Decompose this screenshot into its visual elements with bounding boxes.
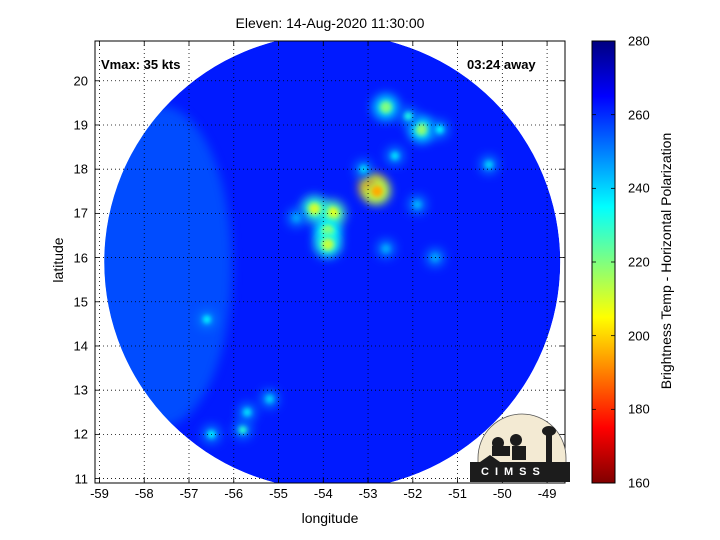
x-tick-label: -49: [537, 486, 557, 501]
brightness-feature: [243, 408, 252, 417]
brightness-feature: [265, 395, 274, 404]
x-tick-label: -52: [403, 486, 423, 501]
y-tick-label: 20: [73, 73, 88, 89]
x-tick-label: -51: [448, 486, 467, 501]
y-tick-label: 14: [73, 338, 88, 354]
colorbar-tick-label: 220: [628, 254, 650, 270]
brightness-feature: [413, 200, 422, 209]
x-tick-label: -59: [90, 486, 109, 501]
brightness-feature: [381, 244, 390, 253]
brightness-feature: [390, 151, 399, 160]
vmax-annotation: Vmax: 35 kts: [101, 57, 181, 72]
colorbar-label: Brightness Temp - Horizontal Polarizatio…: [658, 132, 674, 390]
brightness-feature: [202, 315, 211, 324]
y-tick-label: 12: [73, 426, 88, 442]
y-tick-label: 15: [73, 294, 88, 310]
x-axis-label: longitude: [301, 510, 359, 526]
brightness-feature: [292, 213, 301, 222]
brightness-feature: [415, 123, 428, 136]
brightness-feature: [238, 425, 247, 434]
colorbar-tick-label: 240: [628, 180, 650, 196]
cimss-logo: [470, 413, 570, 482]
y-tick-label: 19: [73, 117, 88, 133]
colorbar-tick-label: 160: [628, 475, 650, 491]
y-tick-label: 11: [74, 471, 89, 487]
brightness-feature: [371, 185, 383, 198]
brightness-feature: [435, 125, 444, 134]
x-tick-label: -58: [134, 486, 154, 501]
grid-lines: [95, 41, 565, 483]
brightness-feature: [326, 207, 339, 220]
colorbar-tick-label: 200: [628, 328, 650, 344]
chart-title: Eleven: 14-Aug-2020 11:30:00: [235, 15, 425, 31]
y-tick-label: 13: [73, 382, 88, 398]
plot-frame: [94, 40, 566, 484]
brightness-feature: [484, 160, 493, 169]
brightness-feature: [404, 112, 413, 121]
brightness-feature: [321, 238, 334, 251]
y-tick-label: 17: [73, 205, 88, 221]
x-tick-label: -56: [224, 486, 244, 501]
x-tick-label: -50: [492, 486, 512, 501]
brightness-feature: [308, 202, 321, 215]
swath-west-band: [104, 106, 233, 427]
x-tick-label: -53: [358, 486, 378, 501]
x-tick-label: -54: [313, 486, 333, 501]
y-tick-label: 18: [73, 161, 88, 177]
colorbar-tick-label: 180: [628, 401, 650, 417]
swath-background: [104, 41, 561, 483]
brightness-swath: [104, 41, 561, 483]
time-away-annotation: 03:24 away: [467, 57, 536, 72]
colorbar-ticks: [592, 40, 615, 484]
colorbar-tick-label: 260: [628, 107, 650, 123]
brightness-feature: [379, 101, 392, 114]
x-tick-label: -57: [179, 486, 199, 501]
y-tick-label: 16: [73, 250, 88, 266]
x-tick-label: -55: [269, 486, 288, 501]
logo-text: CIMSS: [481, 466, 546, 478]
colorbar-tick-label: 280: [628, 33, 650, 49]
